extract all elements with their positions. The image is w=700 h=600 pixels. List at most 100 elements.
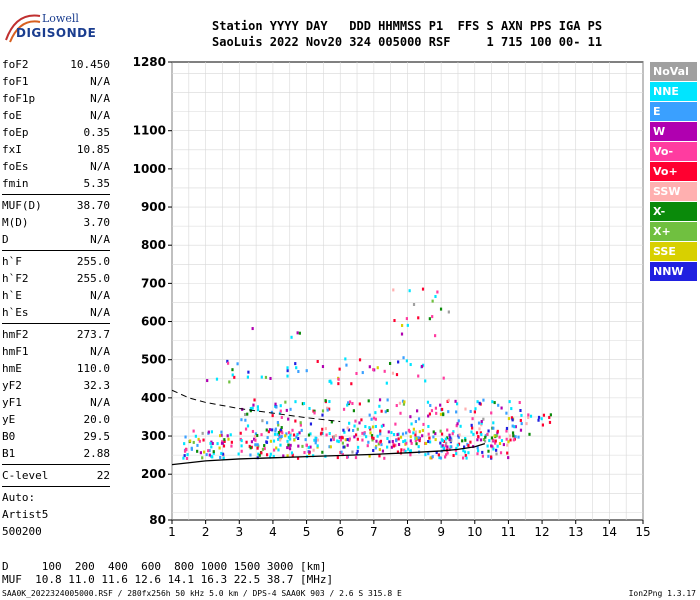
param-value: 0.35 [83, 126, 111, 139]
echo-point [510, 416, 514, 420]
echo-point [358, 402, 361, 406]
echo-point [287, 431, 291, 435]
y-tick-label: 200 [141, 467, 166, 481]
echo-point [334, 434, 337, 438]
param-label: Auto: [2, 491, 36, 504]
echo-point [246, 412, 249, 416]
echo-point [457, 442, 461, 446]
echo-point [392, 442, 395, 446]
echo-point [401, 432, 405, 436]
echo-point [264, 375, 268, 379]
echo-point [273, 432, 277, 436]
echo-point [427, 452, 430, 456]
echo-point [289, 433, 292, 437]
echo-point [364, 425, 367, 429]
echo-point [512, 438, 515, 442]
param-value: 10.450 [70, 58, 110, 71]
param-row: hmE 110.0 [2, 360, 110, 377]
echo-point [384, 410, 387, 414]
echo-point [390, 445, 393, 449]
echo-point [431, 299, 434, 303]
echo-point [346, 426, 349, 430]
echo-point [480, 433, 483, 437]
echo-point [279, 409, 282, 413]
echo-point [305, 443, 308, 447]
echo-point [447, 398, 450, 402]
x-tick-label: 13 [568, 525, 583, 539]
echo-point [414, 433, 417, 437]
echo-point [256, 408, 260, 412]
echo-point [299, 423, 302, 427]
echo-point [192, 429, 195, 433]
echo-point [477, 435, 480, 439]
echo-point [276, 421, 280, 425]
echo-point [396, 450, 400, 454]
echo-point [449, 436, 452, 440]
param-value: N/A [90, 233, 110, 246]
echo-point [367, 440, 370, 444]
param-value: 3.70 [83, 216, 111, 229]
echo-point [509, 438, 512, 442]
echo-point [286, 454, 289, 458]
echo-point [441, 444, 444, 448]
echo-point [475, 431, 479, 435]
echo-point [498, 435, 501, 439]
echo-point [345, 363, 348, 367]
echo-point [284, 434, 287, 438]
echo-point [525, 422, 528, 426]
echo-point [442, 439, 446, 443]
echo-point [342, 407, 346, 411]
echo-point [409, 435, 412, 439]
echo-point [247, 370, 250, 374]
echo-point [222, 456, 225, 460]
echo-point [493, 401, 496, 405]
echo-point [269, 376, 272, 380]
echo-point [196, 443, 199, 447]
param-label: 500200 [2, 525, 42, 538]
echo-point [439, 412, 443, 416]
param-value: 255.0 [76, 255, 110, 268]
echo-point [337, 382, 340, 386]
param-row: hmF2 273.7 [2, 326, 110, 343]
echo-point [353, 424, 356, 428]
echo-point [397, 360, 400, 364]
param-value: 110.0 [76, 362, 110, 375]
echo-point [439, 456, 443, 460]
echo-point [454, 448, 458, 452]
echo-point [190, 447, 193, 451]
echo-point [542, 413, 546, 417]
echo-point [464, 438, 467, 442]
echo-point [500, 439, 504, 443]
echo-point [219, 434, 222, 438]
echo-point [371, 436, 374, 440]
echo-point [410, 441, 413, 445]
echo-point [320, 431, 323, 435]
echo-point [517, 435, 520, 439]
version-label: Ion2Png 1.3.17 [628, 589, 696, 598]
echo-point [484, 435, 487, 439]
echo-point [492, 426, 495, 430]
echo-point [473, 410, 476, 414]
legend-entry: X- [650, 202, 697, 221]
echo-point [324, 399, 327, 403]
echo-point [212, 451, 215, 455]
echo-point [286, 439, 289, 443]
echo-point [400, 448, 403, 452]
echo-point [505, 426, 509, 430]
echo-point [490, 444, 493, 448]
echo-point [455, 410, 458, 414]
echo-point [265, 421, 269, 425]
echo-point [385, 381, 388, 385]
param-value: N/A [90, 289, 110, 302]
echo-point [491, 438, 495, 442]
echo-point [298, 331, 301, 335]
echo-point [297, 444, 300, 448]
param-label: foEs [2, 160, 29, 173]
echo-point [287, 443, 290, 447]
echo-point [343, 430, 346, 434]
y-tick-label: 800 [141, 238, 166, 252]
echo-point [378, 398, 382, 402]
echo-point [428, 440, 432, 444]
param-row: fxI 10.85 [2, 141, 110, 158]
echo-point [412, 431, 415, 435]
